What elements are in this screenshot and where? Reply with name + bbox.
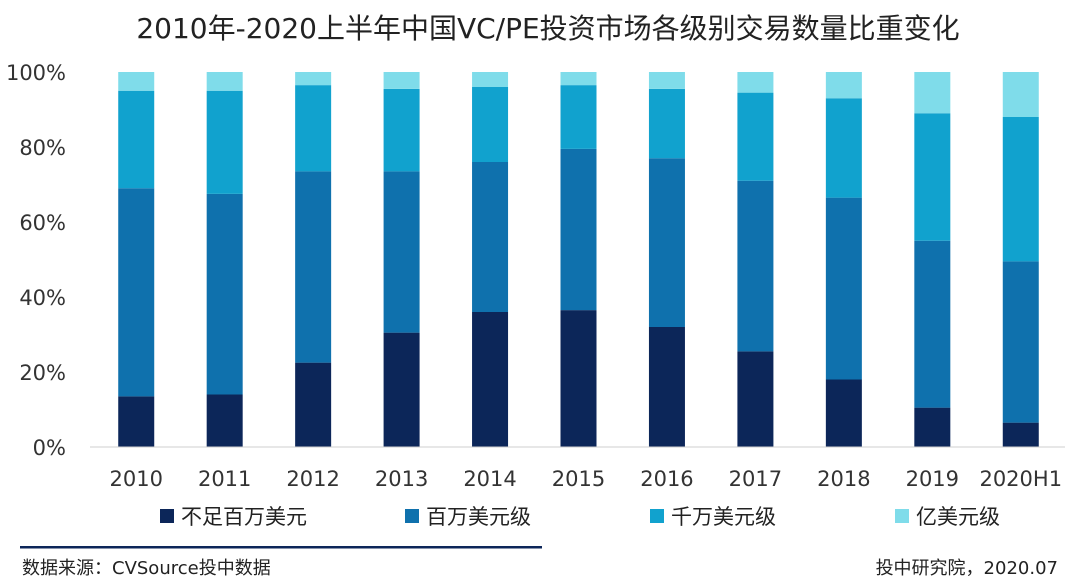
- bar-segment-2019-series-2: [914, 113, 951, 241]
- legend-swatch: [160, 509, 174, 523]
- bar-segment-2010-series-1: [118, 188, 155, 397]
- x-tick-label: 2010: [110, 467, 163, 491]
- legend-label: 不足百万美元: [181, 505, 307, 529]
- bar-segment-2010-series-0: [118, 396, 155, 448]
- bar-segment-2011-series-0: [206, 394, 243, 447]
- bar-segment-2020H1-series-2: [1002, 117, 1039, 262]
- bar-segment-2018-series-3: [825, 72, 862, 99]
- bar-segment-2016-series-0: [648, 327, 685, 447]
- bar-segment-2014-series-0: [472, 312, 509, 447]
- bar-segment-2012-series-2: [295, 85, 332, 172]
- x-tick-label: 2020H1: [979, 467, 1062, 491]
- bar-segment-2010-series-3: [118, 72, 155, 91]
- bar-segment-2017-series-0: [737, 351, 774, 448]
- bar-segment-2017-series-1: [737, 180, 774, 352]
- bar-segment-2013-series-2: [383, 88, 420, 172]
- x-tick-label: 2014: [463, 467, 516, 491]
- bar-segment-2016-series-3: [648, 72, 685, 89]
- y-tick-label: 0%: [33, 436, 66, 460]
- bar-segment-2019-series-3: [914, 72, 951, 114]
- x-tick-label: 2019: [906, 467, 959, 491]
- legend: 不足百万美元 百万美元级 千万美元级 亿美元级: [160, 505, 1000, 529]
- bar-segment-2015-series-3: [560, 72, 597, 86]
- x-tick-label: 2012: [286, 467, 339, 491]
- bar-segment-2018-series-0: [825, 379, 862, 447]
- bar-segment-2010-series-2: [118, 90, 155, 189]
- y-tick-label: 60%: [19, 211, 66, 235]
- x-tick-label: 2017: [729, 467, 782, 491]
- bar-segment-2020H1-series-0: [1002, 422, 1039, 448]
- x-tick-label: 2015: [552, 467, 605, 491]
- bar-segment-2012-series-0: [295, 362, 332, 448]
- y-tick-label: 20%: [19, 361, 66, 385]
- legend-label: 亿美元级: [916, 505, 1000, 529]
- y-tick-label: 100%: [6, 61, 66, 85]
- bar-segment-2019-series-1: [914, 240, 951, 408]
- bar-segment-2013-series-3: [383, 72, 420, 89]
- legend-swatch: [405, 509, 419, 523]
- x-tick-label: 2011: [198, 467, 251, 491]
- bar-segment-2018-series-1: [825, 197, 862, 380]
- credit-note: 投中研究院，2020.07: [876, 558, 1058, 579]
- bar-segment-2014-series-2: [472, 87, 509, 162]
- bar-segment-2015-series-1: [560, 148, 597, 311]
- bar-segment-2011-series-1: [206, 193, 243, 395]
- bar-segment-2012-series-1: [295, 171, 332, 363]
- bars-group: [118, 72, 1039, 448]
- bar-segment-2017-series-2: [737, 92, 774, 181]
- bar-segment-2014-series-1: [472, 162, 509, 312]
- x-axis: 2010 2011 2012 2013 2014 2015 2016 2017 2018 2019…: [110, 467, 1063, 491]
- y-tick-label: 40%: [19, 286, 66, 310]
- bar-segment-2020H1-series-3: [1002, 72, 1039, 117]
- x-tick-label: 2016: [640, 467, 693, 491]
- bar-segment-2013-series-0: [383, 332, 420, 448]
- x-tick-label: 2018: [817, 467, 870, 491]
- bar-segment-2014-series-3: [472, 72, 509, 87]
- legend-label: 千万美元级: [671, 505, 776, 529]
- bar-segment-2018-series-2: [825, 98, 862, 198]
- bar-segment-2019-series-0: [914, 407, 951, 448]
- bar-segment-2015-series-0: [560, 310, 597, 448]
- bar-segment-2017-series-3: [737, 72, 774, 93]
- legend-swatch: [895, 509, 909, 523]
- x-tick-label: 2013: [375, 467, 428, 491]
- bar-segment-2011-series-2: [206, 90, 243, 194]
- bar-segment-2016-series-1: [648, 158, 685, 327]
- bar-segment-2015-series-2: [560, 85, 597, 149]
- bar-segment-2020H1-series-1: [1002, 261, 1039, 423]
- source-note: 数据来源：CVSource投中数据: [22, 558, 271, 579]
- legend-swatch: [650, 509, 664, 523]
- legend-label: 百万美元级: [426, 505, 531, 529]
- bar-segment-2011-series-3: [206, 72, 243, 91]
- y-tick-label: 80%: [19, 136, 66, 160]
- y-axis: 0% 20% 40% 60% 80% 100%: [6, 61, 66, 460]
- bar-segment-2016-series-2: [648, 88, 685, 159]
- bar-segment-2013-series-1: [383, 171, 420, 333]
- footer-divider: [20, 546, 542, 549]
- chart-title: 2010年-2020上半年中国VC/PE投资市场各级别交易数量比重变化: [136, 12, 959, 45]
- bar-segment-2012-series-3: [295, 72, 332, 86]
